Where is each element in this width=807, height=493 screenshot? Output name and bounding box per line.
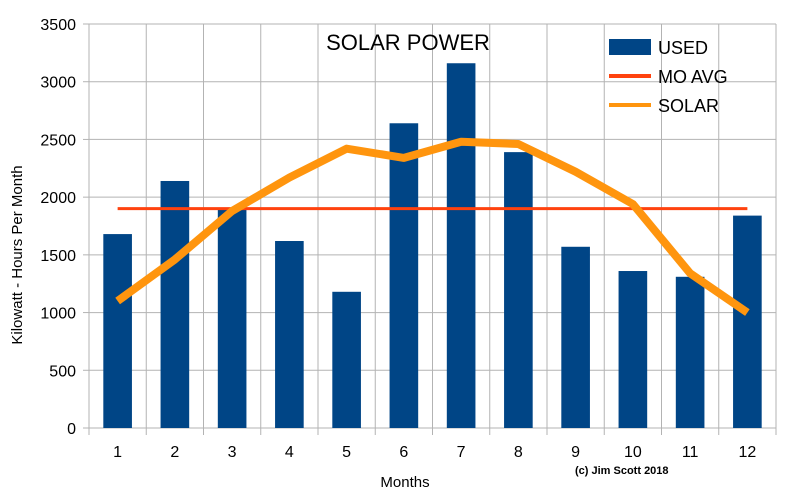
series-lines: [115, 137, 750, 316]
bar-used: [561, 246, 590, 428]
x-tick-label: 4: [285, 444, 294, 461]
bar-used: [275, 241, 304, 428]
bar-used: [504, 152, 533, 428]
bar-used: [446, 63, 476, 428]
y-tick-label: 1000: [40, 306, 76, 323]
x-tick-label: 7: [457, 444, 466, 461]
y-tick-label: 3000: [40, 75, 76, 92]
y-tick-label: 3500: [40, 17, 76, 34]
x-tick-label: 5: [342, 444, 351, 461]
bar-used: [675, 276, 705, 428]
bar-used: [217, 209, 247, 428]
x-tick-label: 2: [170, 444, 179, 461]
x-axis-label: Months: [380, 474, 429, 491]
y-tick-label: 2500: [40, 132, 76, 149]
used-bars: [103, 63, 762, 429]
x-axis-tick-labels: 1 2 3 4 5 6 7 8 9 10 11 12: [113, 444, 756, 461]
bar-used: [103, 234, 132, 428]
y-axis-tick-labels: 0 500 1000 1500 2000 2500 3000 3500: [40, 17, 76, 438]
legend-label: MO AVG: [658, 67, 728, 87]
copyright-credit: (c) Jim Scott 2018: [575, 465, 669, 477]
gridlines: [83, 23, 777, 435]
legend: USED MO AVG SOLAR: [609, 38, 728, 116]
x-tick-label: 11: [682, 444, 699, 461]
y-axis-label: Kilowatt - Hours Per Month: [9, 165, 26, 344]
y-tick-label: 2000: [40, 190, 76, 207]
y-tick-label: 500: [49, 363, 76, 380]
bar-used: [160, 180, 190, 428]
x-tick-label: 9: [571, 444, 580, 461]
legend-swatch-used: [609, 39, 651, 55]
x-tick-label: 8: [514, 444, 523, 461]
x-tick-label: 6: [399, 444, 408, 461]
bar-used: [618, 271, 648, 428]
x-tick-label: 12: [738, 444, 756, 461]
bar-used: [389, 123, 419, 429]
bar-used: [733, 215, 762, 428]
x-tick-label: 10: [624, 444, 642, 461]
chart-title: SOLAR POWER: [326, 30, 490, 55]
legend-label: SOLAR: [658, 96, 719, 116]
x-tick-label: 3: [228, 444, 237, 461]
y-tick-label: 0: [67, 421, 76, 438]
x-tick-label: 1: [113, 444, 122, 461]
y-tick-label: 1500: [40, 248, 76, 265]
line-solar: [115, 137, 750, 316]
bar-used: [332, 291, 361, 428]
legend-label: USED: [658, 38, 708, 58]
